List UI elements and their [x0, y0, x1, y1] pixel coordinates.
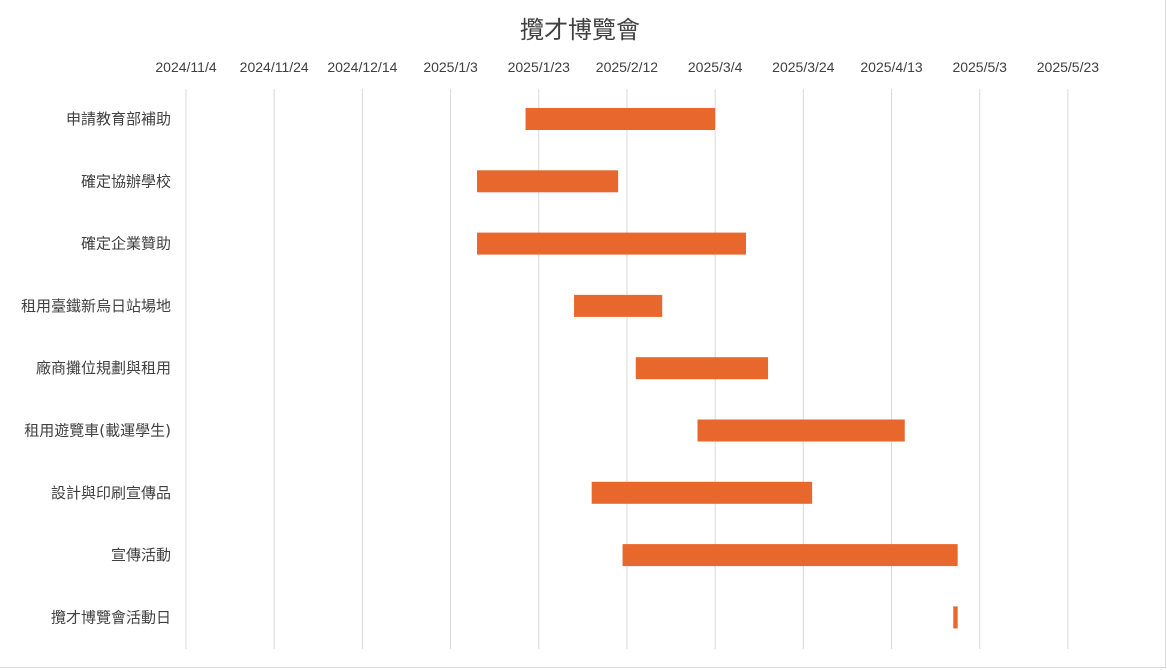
x-axis-tick-labels: 2024/11/4 2024/11/24 2024/12/14 2025/1/3 202… — [155, 59, 1099, 75]
task-bar — [636, 357, 768, 379]
task-label: 確定企業贊助 — [81, 235, 171, 253]
task-bar — [592, 482, 812, 504]
x-tick-label: 2025/1/3 — [423, 59, 478, 75]
x-tick-label: 2024/12/14 — [327, 59, 397, 75]
task-bar — [953, 606, 957, 628]
x-tick-label: 2025/3/24 — [772, 59, 834, 75]
task-label: 租用遊覽車(載運學生) — [24, 422, 171, 440]
task-label: 廠商攤位規劃與租用 — [36, 359, 171, 377]
x-tick-label: 2025/4/13 — [860, 59, 922, 75]
task-bar — [698, 420, 905, 442]
x-tick-label: 2024/11/4 — [155, 59, 216, 75]
task-label: 宣傳活動 — [111, 546, 171, 564]
task-labels: 申請教育部補助確定協辦學校確定企業贊助租用臺鐵新烏日站場地廠商攤位規劃與租用租用… — [21, 110, 171, 626]
task-bar — [623, 544, 958, 566]
x-tick-label: 2025/3/4 — [688, 59, 743, 75]
x-tick-label: 2025/2/12 — [596, 59, 658, 75]
task-bar — [526, 108, 716, 130]
task-label: 攬才博覽會活動日 — [51, 608, 171, 626]
task-bars — [477, 108, 958, 628]
task-label: 設計與印刷宣傳品 — [51, 484, 171, 502]
task-label: 申請教育部補助 — [66, 110, 171, 128]
task-label: 租用臺鐵新烏日站場地 — [21, 297, 171, 315]
x-tick-label: 2025/1/23 — [508, 59, 570, 75]
x-tick-label: 2024/11/24 — [240, 59, 309, 75]
task-bar — [477, 233, 746, 255]
task-bar — [574, 295, 662, 317]
task-bar — [477, 170, 618, 192]
x-tick-label: 2025/5/23 — [1037, 59, 1099, 75]
task-label: 確定協辦學校 — [81, 172, 171, 190]
x-tick-label: 2025/5/3 — [952, 59, 1007, 75]
